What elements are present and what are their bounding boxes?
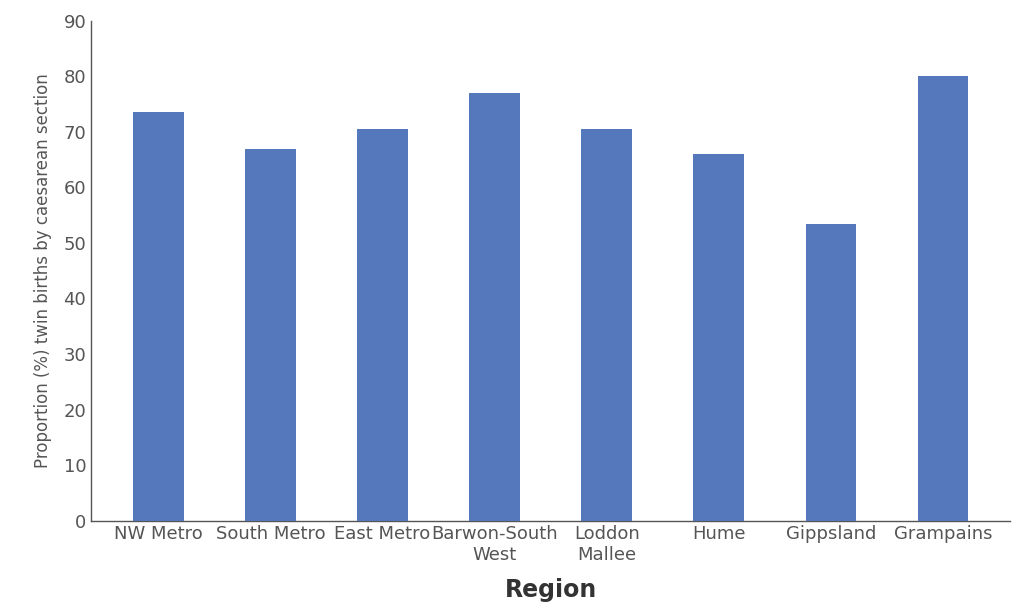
Y-axis label: Proportion (%) twin births by caesarean section: Proportion (%) twin births by caesarean …: [35, 73, 52, 468]
Bar: [245, 148, 296, 521]
Bar: [469, 93, 520, 521]
Bar: [918, 76, 968, 521]
Bar: [133, 113, 183, 521]
Bar: [582, 129, 632, 521]
X-axis label: Region: Region: [505, 578, 597, 602]
Bar: [693, 154, 743, 521]
Bar: [806, 224, 856, 521]
Bar: [357, 129, 408, 521]
